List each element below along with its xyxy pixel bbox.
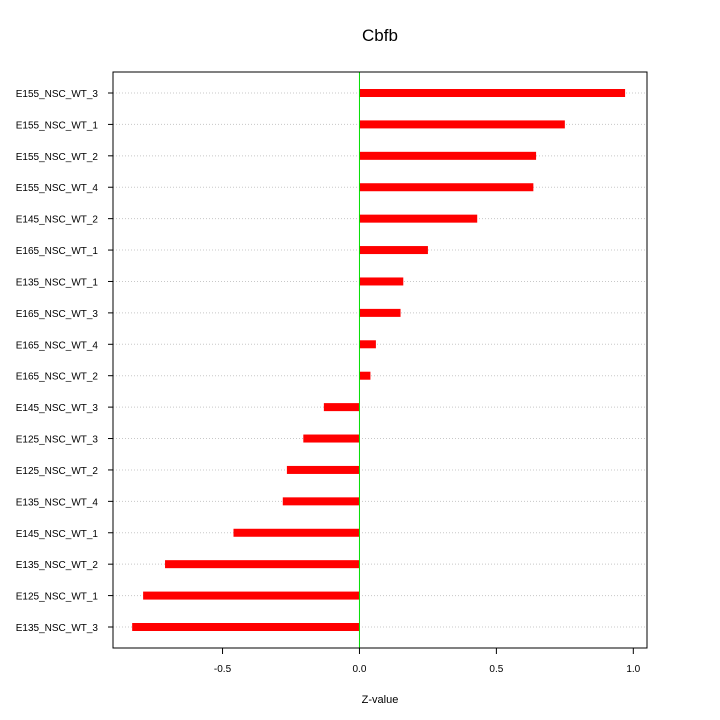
- x-axis: -0.5 0.0 0.5 1.0: [214, 648, 641, 675]
- category-label: E125_NSC_WT_3: [16, 435, 99, 446]
- grid-layer: [113, 92, 647, 628]
- category-label: E125_NSC_WT_2: [16, 466, 99, 477]
- x-tick-label: 0.0: [353, 664, 367, 675]
- chart-title: Cbfb: [362, 26, 398, 45]
- bar: [359, 371, 371, 380]
- category-label: E155_NSC_WT_1: [16, 120, 99, 131]
- category-label: E165_NSC_WT_3: [16, 309, 99, 320]
- bar-layer: [132, 89, 626, 631]
- bar: [359, 308, 401, 317]
- bar: [359, 277, 404, 286]
- bar: [359, 246, 428, 255]
- x-axis-label: Z-value: [362, 694, 399, 706]
- bar: [359, 89, 626, 97]
- x-tick-label: 1.0: [626, 664, 640, 675]
- bar: [359, 214, 478, 223]
- bar: [286, 465, 360, 474]
- bar: [165, 560, 360, 569]
- category-label: E155_NSC_WT_4: [16, 183, 99, 194]
- category-label: E155_NSC_WT_2: [16, 152, 99, 163]
- category-label: E135_NSC_WT_3: [16, 623, 99, 634]
- category-label: E145_NSC_WT_1: [16, 529, 99, 540]
- bar: [359, 151, 537, 160]
- x-tick-label: -0.5: [214, 664, 232, 675]
- category-label: E135_NSC_WT_2: [16, 560, 99, 571]
- category-label: E135_NSC_WT_1: [16, 277, 99, 288]
- bar: [359, 120, 565, 129]
- bar: [323, 403, 360, 412]
- bar: [359, 183, 534, 192]
- category-label: E125_NSC_WT_1: [16, 592, 99, 603]
- category-label: E135_NSC_WT_4: [16, 497, 99, 508]
- plot-frame: [112, 71, 648, 649]
- x-tick-label: 0.5: [489, 664, 503, 675]
- bar: [282, 497, 360, 506]
- bar: [233, 528, 360, 537]
- category-label: E165_NSC_WT_1: [16, 246, 99, 257]
- category-label: E145_NSC_WT_2: [16, 215, 99, 226]
- y-axis: E155_NSC_WT_3 E155_NSC_WT_1 E155_NSC_WT_2 E…: [16, 89, 113, 634]
- category-label: E165_NSC_WT_2: [16, 372, 99, 383]
- bar: [132, 623, 360, 631]
- category-label: E165_NSC_WT_4: [16, 340, 99, 351]
- bar: [143, 591, 360, 600]
- category-label: E155_NSC_WT_3: [16, 89, 99, 100]
- category-label: E145_NSC_WT_3: [16, 403, 99, 414]
- bar: [303, 434, 360, 443]
- bar: [359, 340, 376, 349]
